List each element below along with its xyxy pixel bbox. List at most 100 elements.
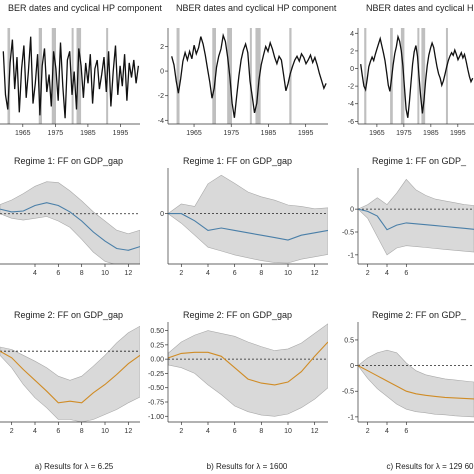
y-tick-label: 0 [160, 69, 164, 76]
y-tick-label: 0.25 [150, 342, 164, 349]
x-tick-label: 8 [259, 270, 263, 277]
panel-r2-a: Regime 2: FF on GDP_gap 2 4 6 8 10 12 [0, 310, 140, 435]
x-tick-label: 8 [259, 428, 263, 435]
x-tick-label: 4 [33, 428, 37, 435]
y-tick-label: 0 [350, 207, 354, 214]
panel-title: Regime 2: FF on GDP_ [372, 310, 467, 320]
recession-bar [255, 28, 261, 124]
series-line [358, 208, 474, 231]
series-line [2, 36, 140, 119]
panel-r1-c: Regime 1: FF on GDP_ 2 4 6 0 -0.5 -1 [342, 156, 474, 277]
panel-title: Regime 2: FF on GDP_gap [183, 310, 292, 320]
x-tick-label: 1965 [15, 130, 31, 137]
series-line [168, 341, 328, 386]
panel-title: Regime 1: FF on GDP_ [372, 156, 467, 166]
x-tick-label: 4 [385, 428, 389, 435]
panel-r1-a: Regime 1: FF on GDP_gap 4 6 8 10 12 [0, 156, 140, 277]
confidence-band [168, 323, 328, 417]
recession-bar [76, 28, 82, 124]
caption-c: c) Results for λ = 129 60 [387, 462, 474, 471]
x-tick-label: 2 [179, 270, 183, 277]
x-tick-label: 10 [284, 270, 292, 277]
y-tick-label: 2 [160, 44, 164, 51]
y-tick-label: 0.00 [150, 357, 164, 364]
x-tick-label: 8 [80, 270, 84, 277]
x-tick-label: 6 [56, 270, 60, 277]
y-tick-label: -1 [348, 414, 354, 421]
series-line [0, 350, 140, 404]
series-line [0, 202, 140, 251]
series-line [171, 32, 327, 118]
x-tick-label: 1995 [298, 130, 314, 137]
y-tick-label: -4 [348, 101, 354, 108]
panel-title: NBER dates and cyclical HP component [366, 3, 474, 13]
x-tick-label: 1985 [423, 130, 439, 137]
y-tick-label: 2 [350, 48, 354, 55]
x-tick-label: 2 [179, 428, 183, 435]
panel-cyc-c: NBER dates and cyclical HP component 1965… [348, 3, 474, 137]
y-tick-label: -2 [158, 93, 164, 100]
x-tick-label: 6 [56, 428, 60, 435]
recession-bar [417, 28, 420, 124]
y-tick-label: -0.25 [148, 371, 164, 378]
panel-cyc-a: BER dates and cyclical HP component 1965 1… [0, 3, 162, 137]
panel-title: NBER dates and cyclical HP component [176, 3, 337, 13]
x-tick-label: 12 [124, 428, 132, 435]
recession-bar [249, 28, 252, 124]
caption-a: a) Results for λ = 6.25 [35, 462, 114, 471]
x-tick-label: 4 [206, 270, 210, 277]
x-tick-label: 1985 [261, 130, 277, 137]
x-tick-label: 1985 [80, 130, 96, 137]
recession-bar [421, 28, 426, 124]
y-tick-label: -0.5 [342, 230, 354, 237]
series-line [168, 213, 328, 241]
series-line [360, 34, 474, 118]
recession-bar [445, 28, 448, 124]
x-tick-label: 10 [284, 428, 292, 435]
confidence-band [0, 325, 140, 422]
x-tick-label: 6 [233, 270, 237, 277]
recession-bar [176, 28, 180, 124]
x-tick-label: 1975 [396, 130, 412, 137]
panel-title: BER dates and cyclical HP component [8, 3, 162, 13]
series-line [358, 365, 474, 400]
panel-title: Regime 1: FF on GDP_gap [14, 156, 123, 166]
x-tick-label: 1975 [48, 130, 64, 137]
x-tick-label: 2 [366, 270, 370, 277]
y-tick-label: 0.50 [150, 328, 164, 335]
x-tick-label: 2 [10, 428, 14, 435]
confidence-band [168, 174, 328, 264]
panel-title: Regime 2: FF on GDP_gap [14, 310, 123, 320]
recession-bar [51, 28, 56, 124]
recession-bar [289, 28, 292, 124]
x-tick-label: 1965 [369, 130, 385, 137]
x-tick-label: 1965 [186, 130, 202, 137]
confidence-band [358, 349, 474, 418]
y-tick-label: 0 [350, 66, 354, 73]
x-tick-label: 4 [33, 270, 37, 277]
caption-b: b) Results for λ = 1600 [207, 462, 288, 471]
recession-bar [7, 28, 11, 124]
panel-cyc-b: NBER dates and cyclical HP component 1965… [158, 3, 337, 137]
confidence-band [358, 178, 474, 256]
recession-bar [71, 28, 74, 124]
y-tick-label: -0.50 [148, 385, 164, 392]
x-tick-label: 12 [311, 270, 319, 277]
y-tick-label: -0.5 [342, 389, 354, 396]
x-tick-label: 10 [101, 428, 109, 435]
x-tick-label: 2 [366, 428, 370, 435]
x-tick-label: 8 [80, 428, 84, 435]
x-tick-label: 1995 [450, 130, 466, 137]
panel-r1-b: Regime 1: FF on GDP_gap 2 4 6 8 10 12 0 [160, 156, 328, 277]
x-tick-label: 4 [206, 428, 210, 435]
confidence-band [0, 181, 140, 264]
recession-bar [400, 28, 405, 124]
x-tick-label: 6 [404, 428, 408, 435]
x-tick-label: 1995 [113, 130, 129, 137]
recession-bar [364, 28, 367, 124]
y-tick-label: -0.75 [148, 400, 164, 407]
x-tick-label: 12 [311, 428, 319, 435]
recession-bar [212, 28, 216, 124]
y-tick-label: -1.00 [148, 414, 164, 421]
y-tick-label: 0 [160, 211, 164, 218]
